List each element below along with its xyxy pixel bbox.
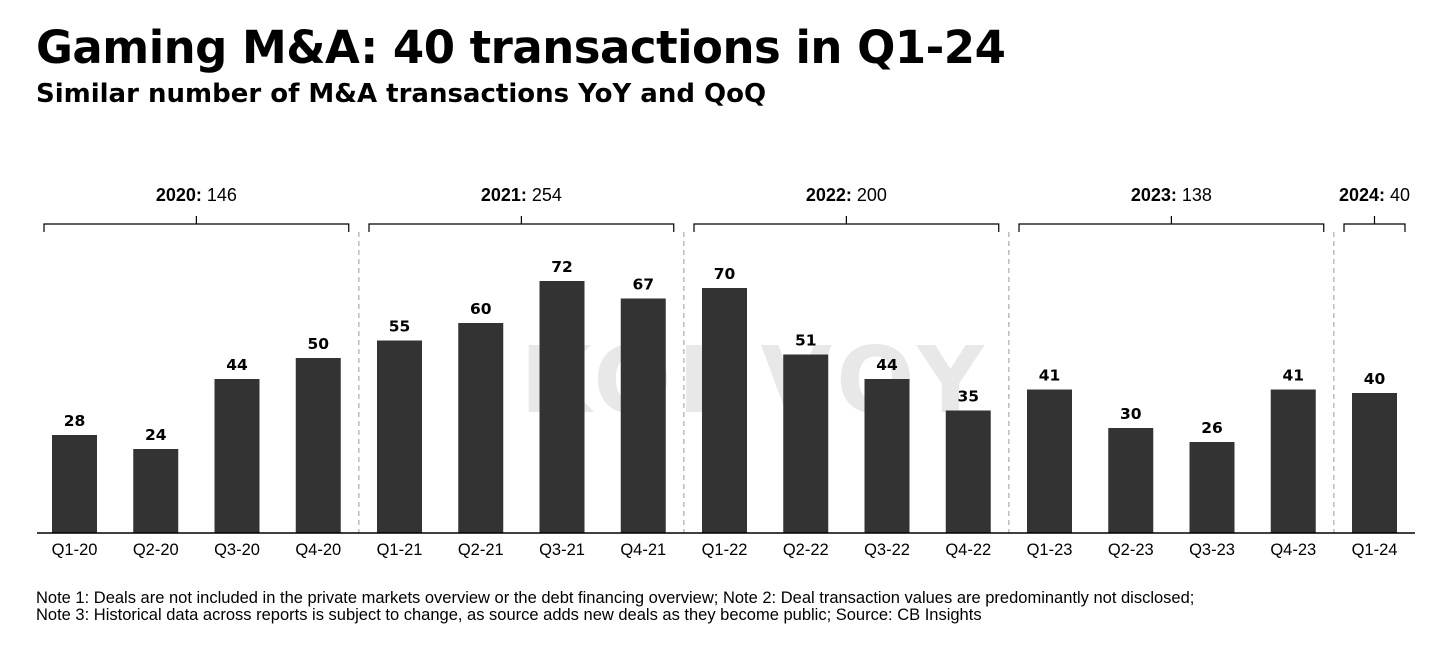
bar: [945, 410, 991, 533]
bar: [1027, 389, 1072, 533]
bar-value-label: 50: [307, 335, 329, 353]
bar-value-label: 28: [64, 412, 86, 430]
x-tick-label: Q2-21: [458, 541, 504, 559]
year-bracket: [693, 216, 1000, 232]
chart-subtitle: Similar number of M&A transactions YoY a…: [36, 79, 767, 109]
x-tick-label: Q4-20: [295, 541, 341, 559]
bar-value-label: 70: [714, 265, 736, 283]
year-label: 2024:: [1339, 185, 1385, 205]
x-tick-label: Q1-21: [377, 541, 423, 559]
bar: [214, 379, 260, 533]
year-total-label: 2024: 40: [1339, 185, 1410, 205]
year-label: 2023:: [1131, 185, 1177, 205]
bar-value-label: 44: [226, 356, 248, 374]
bar-value-label: 60: [470, 300, 492, 318]
x-tick-label: Q1-24: [1352, 541, 1398, 559]
bar-value-label: 40: [1364, 370, 1386, 388]
year-bracket: [43, 216, 350, 232]
bar: [1352, 393, 1397, 533]
year-total-label: 2023: 138: [1131, 185, 1212, 205]
x-axis-tick-labels: Q1-20 Q2-20 Q3-20 Q4-20 Q1-21 Q2-21 Q3-21 Q4-21…: [52, 541, 1398, 559]
bar-value-label: 35: [957, 388, 979, 406]
bar: [52, 435, 97, 533]
bar-value-label: 26: [1201, 419, 1223, 437]
year-bracket: [1018, 216, 1325, 232]
watermark-text: KONVOY: [520, 327, 990, 434]
chart-title: Gaming M&A: 40 transactions in Q1-24: [36, 21, 1006, 74]
bar: [1108, 428, 1154, 533]
x-tick-label: Q2-23: [1108, 541, 1154, 559]
bar-value-label: 41: [1282, 367, 1304, 385]
year-total-label: 2020: 146: [156, 185, 237, 205]
bar-value-label: 67: [632, 276, 654, 294]
bars: [52, 281, 1397, 533]
watermark: KONVOY: [520, 327, 990, 434]
year-total: 254: [527, 185, 562, 205]
bar-value-label: 55: [389, 318, 411, 336]
year-bracket: [368, 216, 675, 232]
x-tick-label: Q4-22: [945, 541, 991, 559]
year-brackets: 2020: 146 2021: 254 2022: 200 2023: 138 2024…: [43, 185, 1410, 232]
bar: [783, 354, 829, 533]
bar-value-label: 24: [145, 426, 167, 444]
bar: [702, 288, 747, 533]
bar: [1270, 389, 1316, 533]
bar: [377, 340, 422, 533]
bar: [295, 358, 341, 533]
x-tick-label: Q3-20: [214, 541, 260, 559]
bar: [1189, 442, 1235, 533]
year-total: 40: [1385, 185, 1410, 205]
x-tick-label: Q1-22: [702, 541, 748, 559]
bar-value-label: 51: [795, 332, 817, 350]
x-tick-label: Q1-20: [52, 541, 98, 559]
bar: [539, 281, 585, 533]
year-total: 200: [852, 185, 887, 205]
x-tick-label: Q1-23: [1027, 541, 1073, 559]
bar: [133, 449, 179, 533]
bar: [864, 379, 910, 533]
x-tick-label: Q4-21: [620, 541, 666, 559]
bar: [620, 298, 666, 533]
bar-value-label: 41: [1039, 367, 1061, 385]
footnotes: Note 1: Deals are not included in the pr…: [36, 589, 1195, 624]
year-total-label: 2022: 200: [806, 185, 887, 205]
x-tick-label: Q3-21: [539, 541, 585, 559]
x-tick-label: Q3-22: [864, 541, 910, 559]
x-tick-label: Q2-22: [783, 541, 829, 559]
bar-value-label: 30: [1120, 405, 1142, 423]
bar: [458, 323, 504, 533]
year-label: 2022:: [806, 185, 852, 205]
value-labels: 28 24 44 50 55 60 72 67 70 51 44 35 41 30 26 41 40: [64, 258, 1386, 444]
x-tick-label: Q3-23: [1189, 541, 1235, 559]
bar-value-label: 44: [876, 356, 898, 374]
year-label: 2020:: [156, 185, 202, 205]
year-total: 146: [202, 185, 237, 205]
year-label: 2021:: [481, 185, 527, 205]
year-total-label: 2021: 254: [481, 185, 562, 205]
year-bracket: [1343, 216, 1406, 232]
year-total: 138: [1177, 185, 1212, 205]
bar-value-label: 72: [551, 258, 573, 276]
x-tick-label: Q2-20: [133, 541, 179, 559]
x-tick-label: Q4-23: [1270, 541, 1316, 559]
